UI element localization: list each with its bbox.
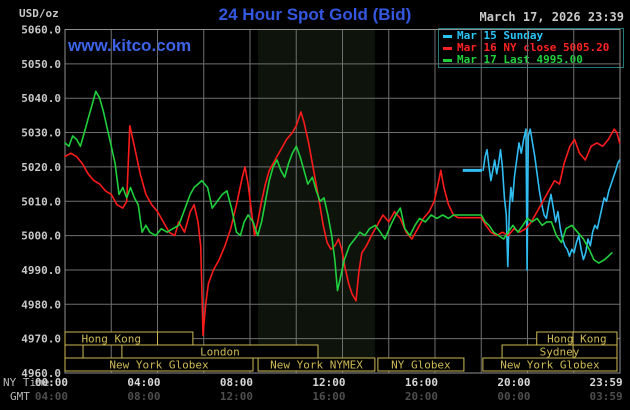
price-line-mar-17 <box>64 90 613 292</box>
session-label: Hong Kong <box>81 333 141 346</box>
session-box <box>64 344 84 359</box>
x-tick-label-ny: 12:00 <box>312 376 345 389</box>
y-tick-label: 4980.0 <box>21 298 61 311</box>
x-tick-label-gmt: 00:00 <box>497 390 530 403</box>
y-tick-label: 4970.0 <box>21 333 61 346</box>
y-tick-label: 4960.0 <box>21 367 61 380</box>
y-tick-label: 5050.0 <box>21 58 61 71</box>
y-axis-unit-label: USD/oz <box>19 7 59 20</box>
x-tick-label-gmt: 04:00 <box>35 390 68 403</box>
mar15-line-marker-icon <box>443 34 452 38</box>
session-box <box>157 331 194 346</box>
x-tick-label-gmt: 20:00 <box>405 390 438 403</box>
legend-item-mar17: Mar 17 Last 4995.00 <box>443 54 623 66</box>
session-label: Hong Kong <box>547 333 607 346</box>
x-tick-label-ny: 23:59 <box>589 376 622 389</box>
session-box <box>64 357 254 372</box>
session-label: Sydney <box>540 346 580 359</box>
x-tick-label-gmt: 12:00 <box>220 390 253 403</box>
price-line-mar-15-sunday <box>482 128 621 271</box>
session-label: New York Globex <box>500 359 600 372</box>
x-tick-label-gmt: 08:00 <box>127 390 160 403</box>
x-tick-label-ny: 04:00 <box>127 376 160 389</box>
x-axis-row-label-ny-time: NY Time <box>3 376 49 389</box>
y-tick-label: 5060.0 <box>21 24 61 37</box>
x-tick-label-gmt: 16:00 <box>312 390 345 403</box>
legend-label-mar15: Mar 15 Sunday <box>457 29 544 42</box>
session-box <box>377 357 465 372</box>
y-tick-label: 5030.0 <box>21 127 61 140</box>
session-label: New York Globex <box>109 359 209 372</box>
legend-panel: Mar 15 Sunday Mar 16 NY close 5005.20 Ma… <box>438 28 624 68</box>
kitco-watermark-link[interactable]: www.kitco.com <box>68 36 192 55</box>
x-axis-row-label-gmt: GMT <box>10 390 30 403</box>
legend-item-mar16: Mar 16 NY close 5005.20 <box>443 42 623 54</box>
session-box <box>482 357 618 372</box>
x-tick-label-gmt: 03:59 <box>589 390 622 403</box>
session-label: New York NYMEX <box>270 359 363 372</box>
mar16-line-marker-icon <box>443 46 452 50</box>
x-tick-label-ny: 16:00 <box>405 376 438 389</box>
y-tick-label: 5040.0 <box>21 92 61 105</box>
chart-datetime: March 17, 2026 23:39 <box>479 10 625 24</box>
y-tick-label: 5020.0 <box>21 161 61 174</box>
session-label: London <box>200 346 240 359</box>
x-tick-label-ny: 08:00 <box>220 376 253 389</box>
x-tick-label-ny: 20:00 <box>497 376 530 389</box>
page-title: 24 Hour Spot Gold (Bid) <box>218 5 412 24</box>
y-tick-label: 5010.0 <box>21 195 61 208</box>
x-tick-label-ny: 00:00 <box>35 376 68 389</box>
price-line-mar-16 <box>64 111 621 337</box>
plot-border <box>64 29 621 374</box>
y-tick-label: 4990.0 <box>21 264 61 277</box>
session-label: NY Globex <box>391 359 451 372</box>
session-box <box>257 357 376 372</box>
y-tick-label: 5000.0 <box>21 230 61 243</box>
legend-label-mar17: Mar 17 Last 4995.00 <box>457 53 583 66</box>
legend-item-mar15: Mar 15 Sunday <box>443 30 623 42</box>
mar17-line-marker-icon <box>443 58 452 62</box>
legend-label-mar16: Mar 16 NY close 5005.20 <box>457 41 610 54</box>
